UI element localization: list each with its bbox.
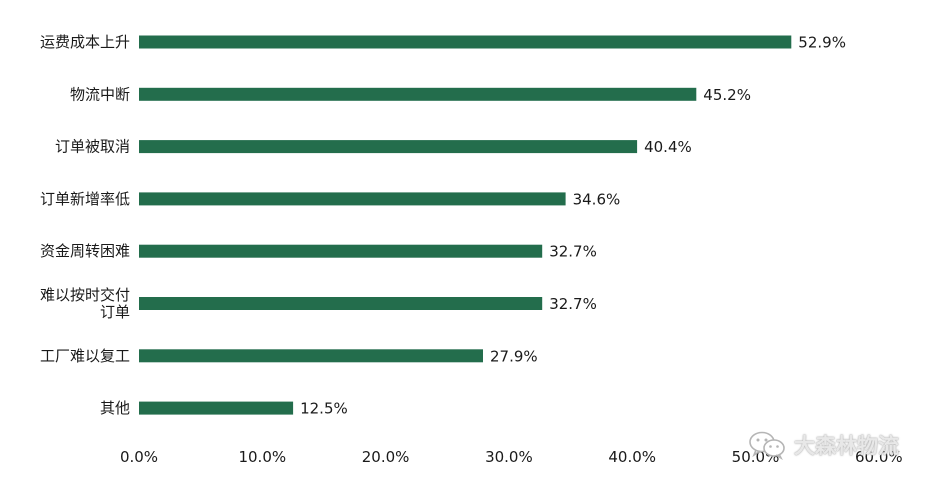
watermark: 大森林物流 (748, 430, 899, 460)
category-label-line: 难以按时交付 (40, 286, 130, 304)
category-label-line: 订单 (100, 303, 130, 321)
bar-6 (139, 349, 483, 363)
category-label-line: 资金周转困难 (40, 242, 130, 260)
watermark-text: 大森林物流 (794, 434, 899, 458)
category-label-2: 订单被取消 (55, 138, 130, 156)
bar-5 (139, 297, 543, 310)
bar-2 (139, 140, 638, 154)
bar-7 (139, 401, 294, 415)
x-tick-label-0: 0.0% (120, 448, 158, 466)
bar-1 (139, 87, 697, 101)
category-label-7: 其他 (100, 399, 130, 417)
x-tick-label-4: 40.0% (608, 448, 656, 466)
category-label-line: 物流中断 (70, 85, 130, 103)
value-label-6: 27.9% (490, 347, 538, 365)
x-tick-label-3: 30.0% (485, 448, 533, 466)
category-label-line: 其他 (100, 399, 130, 417)
x-tick-label-6: 60.0% (855, 448, 903, 466)
category-label-5: 难以按时交付订单 (40, 286, 130, 321)
value-label-1: 45.2% (703, 86, 751, 104)
category-label-3: 订单新增率低 (40, 190, 130, 208)
category-label-line: 订单被取消 (55, 138, 130, 156)
category-label-0: 运费成本上升 (40, 33, 130, 51)
category-label-4: 资金周转困难 (40, 242, 130, 260)
category-label-line: 运费成本上升 (40, 33, 130, 51)
bar-3 (139, 192, 566, 206)
value-label-2: 40.4% (644, 138, 692, 156)
value-label-3: 34.6% (573, 190, 621, 208)
category-label-line: 订单新增率低 (40, 190, 130, 208)
wechat-icon (749, 431, 785, 460)
value-label-5: 32.7% (549, 295, 597, 313)
x-tick-label-2: 20.0% (362, 448, 410, 466)
x-tick-label-1: 10.0% (238, 448, 286, 466)
value-label-4: 32.7% (549, 243, 597, 261)
value-label-7: 12.5% (300, 400, 348, 418)
value-label-0: 52.9% (798, 34, 846, 52)
category-label-6: 工厂难以复工 (40, 347, 130, 365)
bar-4 (139, 244, 543, 258)
bar-0 (139, 35, 792, 49)
category-label-1: 物流中断 (70, 85, 130, 103)
category-label-line: 工厂难以复工 (40, 347, 130, 365)
